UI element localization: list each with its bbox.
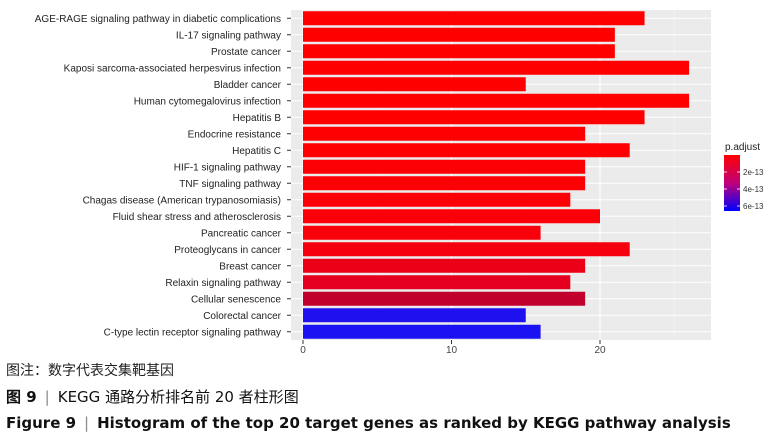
bar [303, 143, 630, 158]
figure-caption-chinese: 图 9 | KEGG 通路分析排名前 20 者柱形图 [6, 388, 299, 406]
legend-title: p.adjust [725, 142, 760, 153]
bar [303, 126, 586, 141]
legend-label: 2e-13 [743, 168, 764, 177]
plot-panel [291, 10, 711, 340]
category-label: Relaxin signaling pathway [165, 278, 281, 289]
bar-chart: AGE-RAGE signaling pathway in diabetic c… [35, 10, 764, 356]
bar [303, 192, 571, 207]
legend-label: 4e-13 [743, 185, 764, 194]
category-label: Chagas disease (American trypanosomiasis… [83, 195, 281, 206]
figure-title-cn: KEGG 通路分析排名前 20 者柱形图 [57, 388, 299, 406]
bar [303, 176, 586, 191]
bar [303, 324, 541, 339]
bar [303, 93, 690, 108]
bar [303, 242, 630, 257]
bar [303, 44, 615, 59]
bar [303, 11, 645, 26]
bar [303, 308, 526, 323]
x-tick-label: 20 [594, 345, 606, 356]
category-label: IL-17 signaling pathway [176, 30, 281, 41]
category-label: Prostate cancer [211, 47, 282, 58]
category-label: Colorectal cancer [203, 311, 281, 322]
x-tick-label: 0 [300, 345, 306, 356]
bar [303, 77, 526, 92]
bar [303, 60, 690, 75]
category-label: Proteoglycans in cancer [174, 245, 281, 256]
category-label: Fluid shear stress and atherosclerosis [113, 212, 281, 223]
category-label: Kaposi sarcoma-associated herpesvirus in… [64, 63, 281, 74]
category-label: Breast cancer [219, 261, 281, 272]
bar [303, 291, 586, 306]
category-label: Bladder cancer [214, 80, 282, 91]
category-label: Pancreatic cancer [201, 228, 282, 239]
bar [303, 159, 586, 174]
legend-label: 6e-13 [743, 202, 764, 211]
category-label: Human cytomegalovirus infection [134, 96, 281, 107]
bar [303, 27, 615, 42]
bar [303, 225, 541, 240]
x-tick-label: 10 [446, 345, 458, 356]
category-label: Endocrine resistance [188, 129, 282, 140]
category-label: Cellular senescence [191, 294, 281, 305]
category-label: Hepatitis B [233, 113, 282, 124]
legend-colorbar [724, 155, 740, 211]
figure-number-en: Figure 9 [6, 414, 77, 432]
category-label: AGE-RAGE signaling pathway in diabetic c… [35, 14, 281, 25]
figure-caption-english: Figure 9 | Histogram of the top 20 target … [6, 414, 731, 432]
bar [303, 275, 571, 290]
figure-number-cn: 图 9 [6, 388, 37, 406]
category-label: Hepatitis C [232, 146, 281, 157]
bar [303, 258, 586, 273]
category-label: HIF-1 signaling pathway [174, 162, 281, 173]
figure-note: 图注：数字代表交集靶基因 [6, 363, 174, 379]
bar [303, 209, 600, 224]
bar [303, 110, 645, 125]
figure-title-en: Histogram of the top 20 target genes as … [97, 414, 731, 432]
category-label: C-type lectin receptor signaling pathway [104, 327, 281, 338]
category-label: TNF signaling pathway [179, 179, 281, 190]
